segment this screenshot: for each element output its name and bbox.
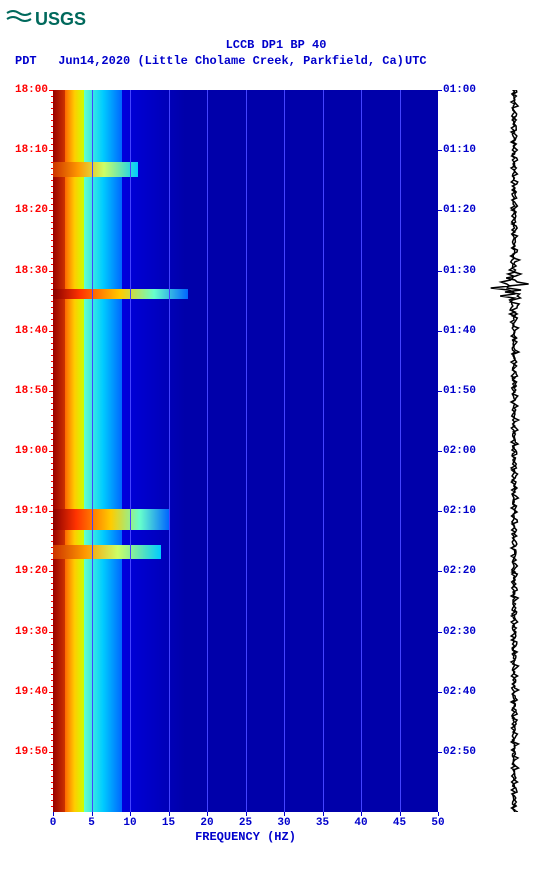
spec-band-lowmid — [65, 90, 84, 812]
y-left-tick: 19:10 — [15, 505, 48, 517]
x-tick: 0 — [50, 817, 57, 829]
y-left-tick: 18:20 — [15, 204, 48, 216]
spec-band-low — [53, 90, 65, 812]
x-tick: 30 — [277, 817, 290, 829]
spec-band-mid — [84, 90, 123, 812]
y-right-tick: 02:20 — [443, 565, 476, 577]
svg-text:USGS: USGS — [35, 9, 86, 29]
y-left-tick: 18:40 — [15, 325, 48, 337]
spectrogram-chart: 18:0018:1018:2018:3018:4018:5019:0019:10… — [53, 90, 438, 812]
y-right-tick: 01:30 — [443, 265, 476, 277]
y-left-tick: 18:30 — [15, 265, 48, 277]
y-right-tick: 01:10 — [443, 144, 476, 156]
spec-band-rest — [122, 90, 438, 812]
y-right-tick: 02:30 — [443, 626, 476, 638]
y-right-tick: 01:50 — [443, 385, 476, 397]
x-axis-label: FREQUENCY (HZ) — [53, 830, 438, 844]
y-right-tick: 02:40 — [443, 686, 476, 698]
spectrogram-canvas — [53, 90, 438, 812]
x-tick: 20 — [200, 817, 213, 829]
tz-left-label: PDT — [15, 54, 37, 68]
y-left-tick: 18:00 — [15, 84, 48, 96]
y-left-tick: 19:50 — [15, 746, 48, 758]
x-tick: 5 — [88, 817, 95, 829]
y-left-tick: 19:20 — [15, 565, 48, 577]
x-tick: 40 — [354, 817, 367, 829]
y-right-tick: 02:00 — [443, 445, 476, 457]
x-tick: 45 — [393, 817, 406, 829]
y-left-tick: 19:30 — [15, 626, 48, 638]
x-tick: 35 — [316, 817, 329, 829]
date-label: Jun14,2020 — [58, 54, 130, 68]
location-label: (Little Cholame Creek, Parkfield, Ca) — [137, 54, 403, 68]
y-left-tick: 19:40 — [15, 686, 48, 698]
usgs-logo: USGS — [5, 5, 90, 38]
y-left-tick: 19:00 — [15, 445, 48, 457]
y-right-tick: 01:40 — [443, 325, 476, 337]
waveform-trace — [490, 90, 540, 812]
x-tick: 25 — [239, 817, 252, 829]
y-right-tick: 01:00 — [443, 84, 476, 96]
chart-subtitle: PDT Jun14,2020 (Little Cholame Creek, Pa… — [15, 54, 404, 68]
chart-title: LCCB DP1 BP 40 — [0, 38, 552, 52]
x-tick: 10 — [123, 817, 136, 829]
y-right-tick: 02:50 — [443, 746, 476, 758]
x-tick: 50 — [431, 817, 444, 829]
tz-right-label: UTC — [405, 54, 427, 68]
y-left-tick: 18:10 — [15, 144, 48, 156]
x-tick: 15 — [162, 817, 175, 829]
y-left-tick: 18:50 — [15, 385, 48, 397]
y-right-tick: 02:10 — [443, 505, 476, 517]
y-right-tick: 01:20 — [443, 204, 476, 216]
